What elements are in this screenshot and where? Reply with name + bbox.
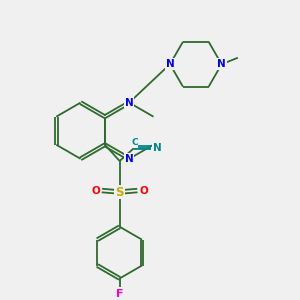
Text: N: N [125, 154, 134, 164]
Text: C: C [131, 138, 138, 147]
Text: S: S [116, 185, 124, 199]
Text: N: N [125, 98, 134, 108]
Text: N: N [166, 59, 174, 69]
Text: O: O [140, 185, 148, 196]
Text: N: N [153, 143, 161, 153]
Text: O: O [91, 185, 100, 196]
Text: N: N [217, 59, 226, 69]
Text: F: F [116, 289, 123, 299]
